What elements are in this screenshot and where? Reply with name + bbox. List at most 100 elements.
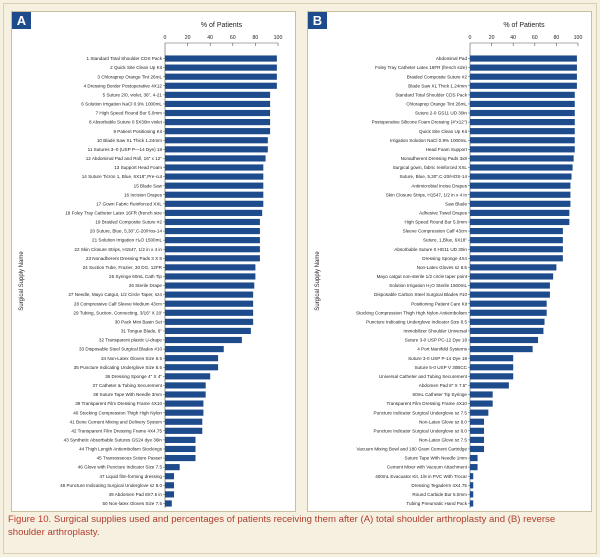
- chart-a-x-tick-label-20: 20: [185, 35, 191, 41]
- chart-a-x-tick-label-80: 80: [253, 35, 259, 41]
- chart-b-bar-34: [470, 355, 514, 362]
- chart-a-category-label-28: 28 Compressive Calf Sleeve Medium 43cm: [74, 301, 162, 306]
- chart-b-category-label-41: Non-Latex Glove sz 8.0: [419, 419, 467, 424]
- chart-a-bar-28: [165, 300, 254, 307]
- chart-a-bar-9: [165, 128, 271, 135]
- chart-b-bar-30: [470, 318, 545, 325]
- chart-b-category-label-8: Postoperative Silicone Foam Dressing (4"…: [372, 120, 468, 125]
- chart-b-category-label-28: Positioning Patient Care Kit: [411, 301, 468, 306]
- chart-a-bar-49: [165, 491, 175, 498]
- chart-a-bar-27: [165, 291, 254, 298]
- chart-b-bar-44: [470, 445, 485, 453]
- chart-b-category-label-32: Suture 3-0 USP PC-12 Dye 18: [405, 338, 468, 343]
- chart-b-y-title: Surgical Supply Name: [315, 251, 321, 311]
- chart-a-category-label-49: 49 Abdomen Pad 8X7.5 in: [109, 492, 163, 497]
- chart-b-bar-40: [470, 409, 489, 416]
- chart-b-category-label-26: Solution Irrigation H₂O Sterile 1500mL: [389, 283, 467, 288]
- chart-a-category-label-25: 25 Syringe 60mL Cath Tip: [109, 274, 162, 279]
- chart-b-category-label-23: Dressing Sponge 4X4: [422, 256, 467, 261]
- chart-b-category-label-19: High Speed Round Bur 5.0mm: [404, 220, 467, 225]
- chart-b-category-label-43: Non-Latex Glove sz 7.5: [419, 438, 467, 443]
- panel-a: A % of Patients 0 20 40 60 80 100 Surgical Supp…: [11, 11, 296, 512]
- chart-b-bar-35: [470, 364, 514, 371]
- chart-b-category-label-47: 400mL Evacuator Kit, 1/8 in PVC With Tro…: [375, 474, 467, 479]
- chart-a-bar-24: [165, 264, 256, 271]
- chart-a-x-tick-label-60: 60: [230, 35, 236, 41]
- chart-b-category-label-10: Irrigation Solution NaCl 0.9% 1000mL: [390, 138, 467, 143]
- chart-b-bar-2: [470, 64, 577, 71]
- chart-b-category-label-40: Puncture Indicator Surgical Underglove s…: [374, 410, 468, 415]
- chart-b-bar-21: [470, 237, 563, 244]
- chart-a-bar-41: [165, 418, 203, 425]
- chart-b-category-label-24: Non-Latex Gloves sz 8.5: [417, 265, 468, 270]
- chart-b-category-label-1: Abdominal Pad: [436, 56, 468, 61]
- chart-a-bar-34: [165, 355, 219, 362]
- chart-b-category-label-36: Universal Catheter and Tubing Securement: [379, 374, 468, 379]
- chart-b-x-tick-label-80: 80: [554, 35, 560, 41]
- chart-a-category-label-12: 12 Abdominal Pad and Roll, 16" x 12": [86, 156, 163, 161]
- chart-b-bar-37: [470, 382, 509, 389]
- chart-a-bar-39: [165, 400, 204, 407]
- chart-a-category-label-21: 21 Solution Irrigation H₂O 1500mL: [92, 238, 162, 243]
- chart-a-category-label-34: 34 Non-Latex Gloves Size 8.5: [101, 356, 162, 361]
- chart-b-bar-8: [470, 119, 575, 126]
- chart-a-category-label-20: 20 Suture, Blue, 5,30",C-20/Hos-14: [90, 229, 163, 234]
- chart-a-bar-19: [165, 218, 260, 226]
- chart-b-category-label-37: Abdomen Pad 8" X 7.5": [419, 383, 468, 388]
- chart-b-category-label-27: Disposable Carbon Steel Surgical Blades …: [374, 292, 467, 297]
- chart-a-category-label-29: 29 Tubing, Suction, Connecting, 3/16" X …: [73, 310, 162, 315]
- chart-a-category-label-18: 18 Foley Tray Catheter Latex 16FR (frenc…: [65, 211, 162, 216]
- chart-a-category-label-36: 36 Dressing Sponge 4" X 4": [105, 374, 162, 379]
- chart-b-category-label-6: Chloraprep Orange Tint 26mL: [406, 102, 467, 107]
- chart-a-category-label-27: 27 Needle, Mayo Catgut, 1/2 Circle Taper…: [68, 292, 162, 297]
- chart-b-bar-49: [470, 491, 474, 498]
- chart-b-category-label-21: Suture, 1,Blue, 6X18": [423, 238, 467, 243]
- chart-b-category-label-25: Mayo catgut non-sterile 1/2 circle taper…: [377, 274, 468, 279]
- chart-a-category-label-9: 9 Patient Positioning Kit: [113, 129, 162, 134]
- chart-b-x-tick-label-0: 0: [469, 35, 472, 41]
- chart-b-bar-18: [470, 209, 570, 216]
- chart-a-category-label-43: 43 Synthetic Absorbable Sutures GS24 dye…: [64, 438, 163, 443]
- chart-b-bar-12: [470, 155, 574, 162]
- chart-a-category-label-30: 30 Pack Mini Basin Set: [115, 319, 163, 324]
- chart-a-category-label-6: 6 Solution Irrigation NaCl 0.9% 1000mL: [81, 102, 162, 107]
- chart-a-bar-30: [165, 318, 254, 325]
- chart-b-category-label-13: Surgical gown, fabric reinforced XXL: [393, 165, 468, 170]
- chart-b-bar-48: [470, 482, 474, 489]
- chart-b-bar-28: [470, 300, 547, 307]
- chart-b-bar-25: [470, 273, 554, 280]
- chart-b-bar-36: [470, 373, 514, 380]
- chart-b-bar-32: [470, 336, 539, 344]
- chart-b-category-label-45: Suture Tape With Needle 1mm: [405, 456, 468, 461]
- chart-a-bar-40: [165, 409, 204, 416]
- chart-b-bar-5: [470, 91, 575, 98]
- chart-b-x-tick-label-100: 100: [574, 35, 583, 41]
- chart-a-bar-26: [165, 282, 255, 289]
- chart-a-bar-12: [165, 155, 266, 162]
- chart-a-category-label-48: 48 Puncture Indicating Surgical Underglo…: [60, 483, 162, 488]
- chart-a-category-label-8: 8 Absorbable Suture 0 5X30in violet: [89, 120, 163, 125]
- chart-b-bar-11: [470, 146, 575, 153]
- panel-a-badge: A: [12, 12, 31, 29]
- chart-a-bar-14: [165, 173, 264, 180]
- chart-b-category-label-18: Adhesive Towel Drapes: [419, 211, 468, 216]
- chart-b-bar-7: [470, 109, 575, 117]
- chart-b-bar-29: [470, 309, 547, 316]
- figure-frame: A % of Patients 0 20 40 60 80 100 Surgical Supp…: [3, 3, 597, 554]
- chart-b-bar-45: [470, 454, 478, 462]
- caption-figure-label: Figure 10.: [8, 514, 52, 525]
- chart-a-bar-36: [165, 373, 211, 380]
- chart-b-category-label-38: 60mL Catheter Tip Syringe: [413, 392, 468, 397]
- chart-a-bar-42: [165, 427, 203, 434]
- figure-caption: Figure 10. Surgical supplies used and pe…: [8, 514, 590, 539]
- chart-a-category-label-50: 50 Non-latex Gloves Size 7.5: [103, 501, 163, 506]
- chart-a-category-label-45: 45 Transosseous Suture Passer: [97, 456, 163, 461]
- chart-b-bar-39: [470, 400, 493, 407]
- chart-a-bar-7: [165, 109, 271, 117]
- chart-a-bar-21: [165, 237, 260, 244]
- chart-b-category-label-34: Suture 3-0 USP P-14 Dye 18: [408, 356, 467, 361]
- chart-a-category-label-38: 38 Suture Tape With Needle 3mm: [93, 392, 162, 397]
- chart-b-category-label-16: Skin Closure Strips, H1547, 1/2 in x 4 i…: [386, 192, 468, 197]
- chart-a-bar-38: [165, 391, 206, 398]
- chart-a-category-label-40: 40 Stocking Compression Thigh High Nylon: [73, 410, 162, 415]
